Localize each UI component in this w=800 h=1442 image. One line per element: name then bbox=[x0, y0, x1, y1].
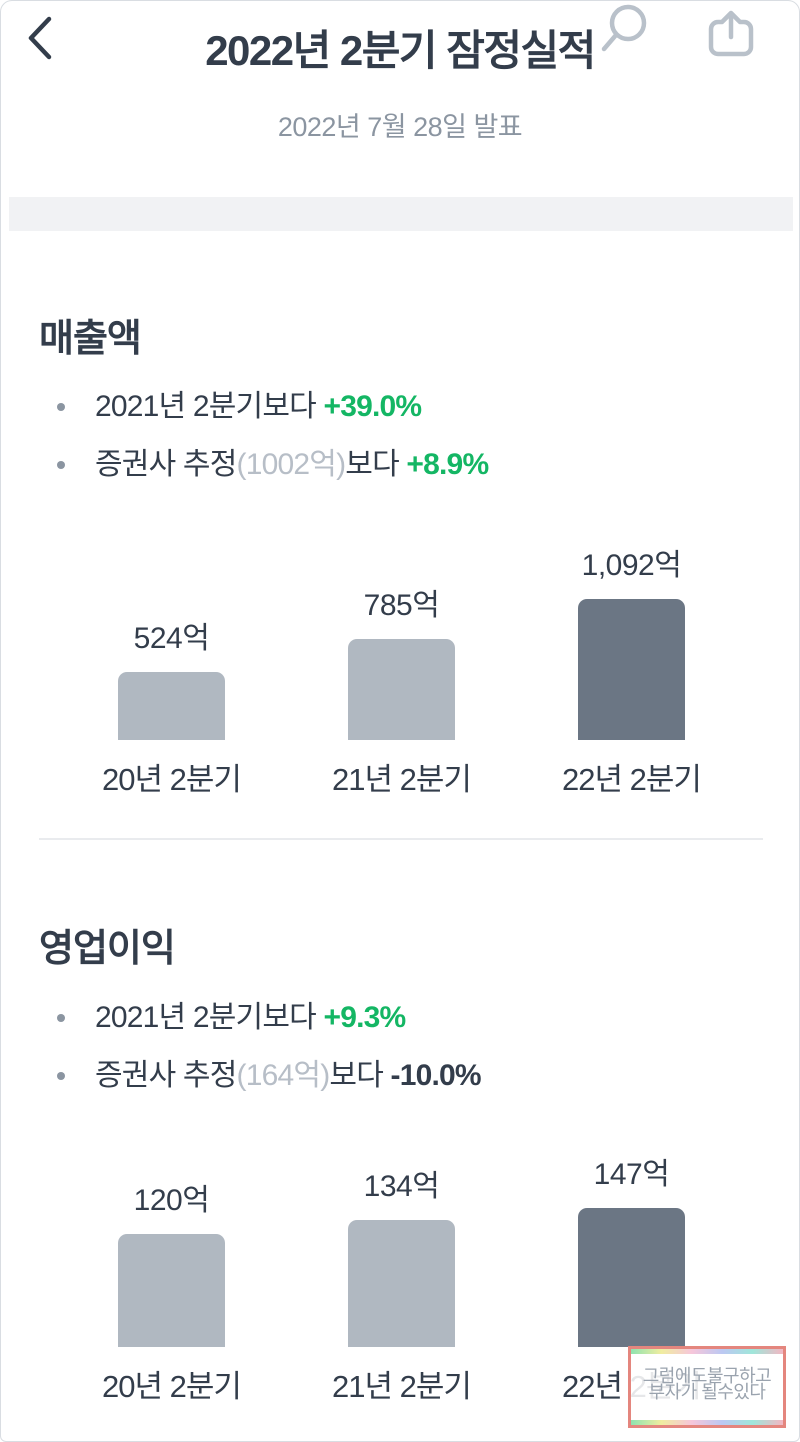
section-heading-operating-profit: 영업이익 bbox=[39, 928, 176, 970]
watermark-text-line1: 그럼에도불구하고 bbox=[642, 1366, 772, 1386]
profit-bullet-estimate: 증권사 추정(164억)보다 -10.0% bbox=[57, 1059, 482, 1093]
bar-value-label: 120억 bbox=[133, 1184, 210, 1217]
bar bbox=[348, 639, 455, 740]
estimate-value: (1002억) bbox=[236, 448, 347, 481]
bar-category-label: 22년 2분기 bbox=[562, 762, 702, 797]
watermark-rainbow-bottom bbox=[631, 1420, 783, 1425]
bar bbox=[118, 672, 225, 740]
bar bbox=[118, 1234, 225, 1347]
section-divider bbox=[39, 838, 763, 840]
section-heading-revenue: 매출액 bbox=[39, 318, 142, 360]
profit-bullet-yoy: 2021년 2분기보다 +9.3% bbox=[57, 1001, 407, 1035]
change-value: +39.0% bbox=[323, 390, 423, 423]
bar bbox=[578, 1208, 685, 1347]
watermark: 그럼에도불구하고 부자가 될수있다 bbox=[628, 1346, 786, 1428]
announce-date: 2022년 7월 28일 발표 bbox=[277, 112, 523, 142]
bar-value-label: 785억 bbox=[363, 589, 440, 622]
profit-bar-chart: 120억 134억 147억 bbox=[1, 1158, 799, 1347]
bar-category-label: 21년 2분기 bbox=[332, 1369, 472, 1404]
bullet-dot bbox=[57, 1072, 65, 1080]
bullet-dot bbox=[57, 461, 65, 469]
chevron-left-icon bbox=[23, 15, 67, 61]
bullet-text: 증권사 추정(1002억)보다 +8.9% bbox=[95, 448, 489, 481]
change-value: -10.0% bbox=[390, 1059, 482, 1092]
search-icon bbox=[597, 3, 651, 57]
bar-value-label: 147억 bbox=[593, 1158, 670, 1191]
bullet-dot bbox=[57, 403, 65, 411]
search-button[interactable] bbox=[597, 3, 651, 57]
back-button[interactable] bbox=[23, 13, 67, 63]
bar bbox=[578, 599, 685, 740]
bar-value-label: 1,092억 bbox=[581, 549, 682, 582]
watermark-rainbow-top bbox=[631, 1349, 783, 1354]
bullet-text: 증권사 추정(164억)보다 -10.0% bbox=[95, 1059, 482, 1092]
page-title: 2022년 2분기 잠정실적 bbox=[205, 27, 596, 74]
change-value: +8.9% bbox=[406, 448, 489, 481]
bullet-text: 2021년 2분기보다 +9.3% bbox=[95, 1001, 407, 1034]
section-separator-band bbox=[9, 197, 793, 231]
estimate-value: (164억) bbox=[236, 1059, 331, 1092]
watermark-text-line2: 부자가 될수있다 bbox=[648, 1382, 766, 1402]
bar-value-label: 134억 bbox=[363, 1170, 440, 1203]
revenue-bullet-estimate: 증권사 추정(1002억)보다 +8.9% bbox=[57, 448, 489, 482]
share-button[interactable] bbox=[705, 9, 757, 61]
bar-category-label: 20년 2분기 bbox=[102, 1369, 242, 1404]
bullet-text: 2021년 2분기보다 +39.0% bbox=[95, 390, 423, 423]
bar-category-label: 20년 2분기 bbox=[102, 762, 242, 797]
change-value: +9.3% bbox=[323, 1001, 407, 1034]
revenue-bullet-yoy: 2021년 2분기보다 +39.0% bbox=[57, 390, 423, 424]
bar-category-label: 21년 2분기 bbox=[332, 762, 472, 797]
revenue-bar-chart: 524억 785억 1,092억 bbox=[1, 549, 799, 740]
share-icon bbox=[705, 9, 757, 61]
bar bbox=[348, 1220, 455, 1347]
bar-value-label: 524억 bbox=[133, 622, 210, 655]
bullet-dot bbox=[57, 1014, 65, 1022]
revenue-chart-categories: 20년 2분기 21년 2분기 22년 2분기 bbox=[1, 754, 799, 797]
